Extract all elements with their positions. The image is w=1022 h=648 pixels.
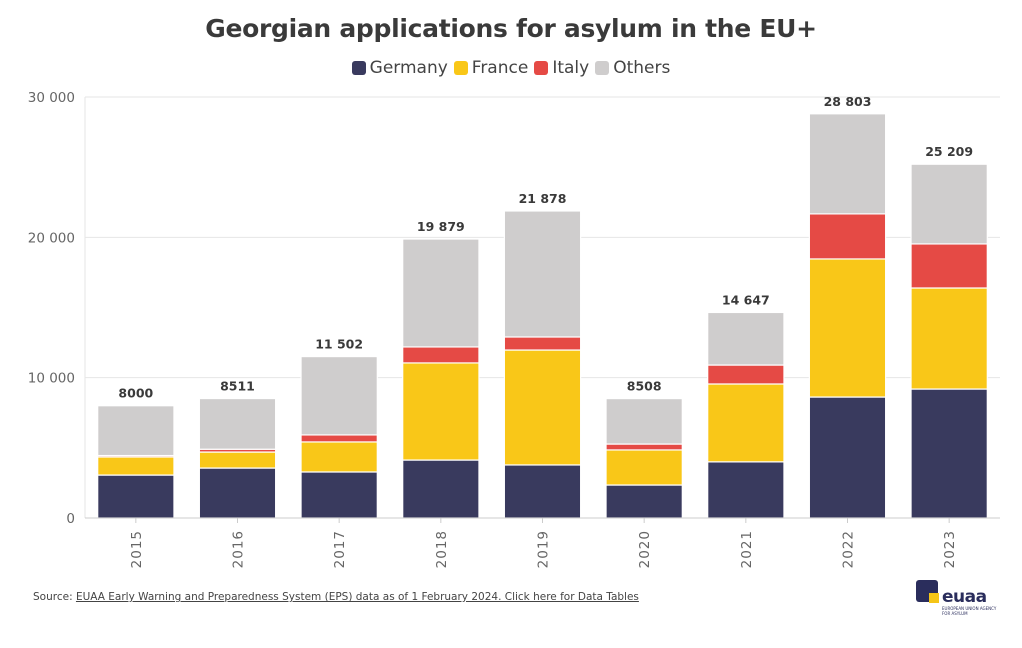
bar-segment-italy <box>707 364 785 385</box>
bar-segment-others <box>402 238 480 348</box>
stacked-bar-chart: 0 10 000 20 000 30 000 8000 2015 8511 2016 11 50… <box>28 90 1000 568</box>
chart-title: Georgian applications for asylum in the … <box>205 14 817 43</box>
logo-subtitle: EUROPEAN UNION AGENCY FOR ASYLUM <box>942 606 997 616</box>
bar-segment-italy <box>503 336 582 351</box>
bar-segment-others <box>97 405 175 457</box>
legend-swatch-germany <box>351 61 366 75</box>
bar-segment-france <box>198 451 277 469</box>
y-tick-label: 20 000 <box>28 230 75 246</box>
x-tick-label: 2018 <box>434 530 450 568</box>
bar-segment-others <box>300 355 378 436</box>
source-note: Source: EUAA Early Warning and Preparedn… <box>33 591 639 603</box>
bar-segment-others <box>910 163 988 245</box>
bar-segment-others <box>605 398 683 445</box>
legend-item-others[interactable]: Others <box>595 58 670 78</box>
euaa-logo: euaa EUROPEAN UNION AGENCY FOR ASYLUM <box>916 580 996 620</box>
x-tick-label: 2017 <box>332 530 348 568</box>
x-tick-label: 2020 <box>637 530 653 568</box>
x-tick-label: 2023 <box>942 530 958 568</box>
source-prefix: Source: <box>33 591 76 603</box>
bar-segment-others <box>707 311 785 366</box>
bar-total-label: 25 209 <box>925 144 973 159</box>
bar-segment-france <box>97 456 175 476</box>
legend-swatch-france <box>453 61 468 75</box>
legend: Germany France Italy Others <box>0 58 1022 78</box>
bar-segment-italy <box>300 434 378 443</box>
bar-segment-italy <box>808 213 887 260</box>
bar-total-label: 28 803 <box>824 94 872 109</box>
bar-segment-germany <box>97 474 175 519</box>
bar-segment-germany <box>910 388 988 519</box>
bar-total-label: 19 879 <box>417 219 465 234</box>
y-tick-label: 0 <box>66 511 75 527</box>
bar-segment-others <box>503 210 582 338</box>
bar-total-label: 14 647 <box>722 292 770 307</box>
bar-segment-italy <box>910 243 988 289</box>
bar-segment-france <box>402 362 480 461</box>
x-tick-label: 2019 <box>536 530 552 568</box>
bar-segment-france <box>503 349 582 466</box>
bar-segment-others <box>198 397 277 450</box>
legend-swatch-italy <box>534 61 549 75</box>
legend-item-germany[interactable]: Germany <box>351 58 448 78</box>
bar-segment-germany <box>503 464 582 519</box>
x-tick-label: 2021 <box>739 530 755 568</box>
legend-label-france: France <box>471 58 529 78</box>
bar-segment-germany <box>198 467 277 519</box>
legend-label-germany: Germany <box>369 58 448 78</box>
bar-segment-italy <box>605 443 683 451</box>
y-tick-label: 10 000 <box>28 371 75 387</box>
bar-total-label: 8511 <box>220 379 255 394</box>
logo-wordmark: euaa <box>942 587 987 607</box>
source-link[interactable]: EUAA Early Warning and Preparedness Syst… <box>75 591 639 603</box>
legend-item-france[interactable]: France <box>453 58 529 78</box>
bar-total-label: 8508 <box>627 379 662 394</box>
bar-segment-germany <box>300 471 378 519</box>
x-tick-label: 2015 <box>129 530 145 568</box>
legend-label-others: Others <box>613 58 671 78</box>
legend-item-italy[interactable]: Italy <box>534 58 589 78</box>
bar-segment-germany <box>707 461 785 519</box>
bar-segment-france <box>808 258 887 398</box>
bar-segment-france <box>707 383 785 463</box>
legend-swatch-others <box>595 61 610 75</box>
y-tick-label: 30 000 <box>28 90 75 106</box>
x-tick-label: 2016 <box>231 530 247 568</box>
bar-total-label: 8000 <box>118 386 153 401</box>
bar-segment-france <box>300 441 378 473</box>
bar-segment-germany <box>402 459 480 519</box>
bar-segment-germany <box>808 396 887 519</box>
bar-segment-italy <box>402 346 480 364</box>
bar-segment-france <box>910 287 988 390</box>
x-tick-label: 2022 <box>841 530 857 568</box>
bar-segment-germany <box>605 484 683 519</box>
bar-total-label: 11 502 <box>315 337 363 352</box>
legend-label-italy: Italy <box>552 58 590 78</box>
bar-segment-france <box>605 449 683 486</box>
bar-segment-others <box>808 113 887 215</box>
logo-mark-accent <box>929 593 939 603</box>
bar-total-label: 21 878 <box>519 191 567 206</box>
